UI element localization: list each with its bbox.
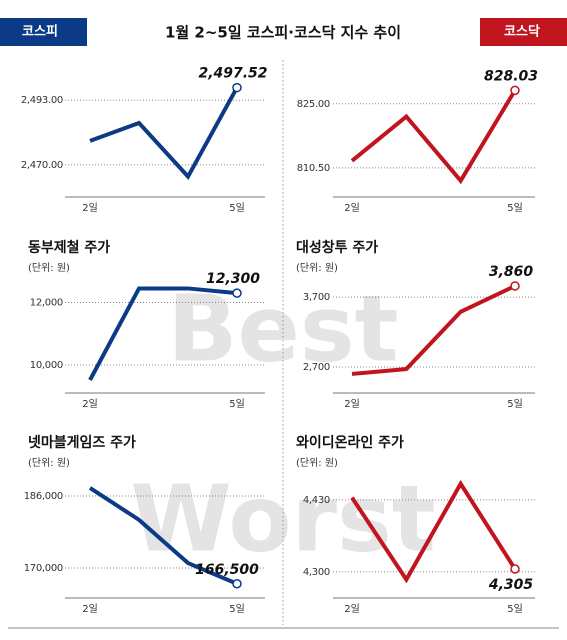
chart-title: 동부제철 주가	[28, 240, 110, 256]
y-tick-label: 4,430	[303, 495, 330, 506]
y-tick-label: 10,000	[30, 360, 63, 371]
line	[350, 479, 517, 584]
y-tick-label: 825.00	[297, 99, 330, 110]
x-tick-label: 5일	[229, 603, 245, 615]
point-marker	[510, 85, 520, 96]
value-label: 3,860	[489, 264, 534, 280]
point-marker	[232, 579, 242, 589]
x-tick-label: 2일	[82, 398, 98, 410]
value-label: 2,497.52	[198, 66, 267, 82]
chart-title: 넷마블게임즈 주가	[28, 434, 136, 451]
x-tick-label: 5일	[507, 398, 523, 410]
chart-subtitle: (단위: 원)	[28, 261, 70, 274]
index-tag-label: 코스닥	[504, 24, 540, 40]
y-tick-label: 12,000	[30, 298, 63, 309]
x-tick-label: 5일	[507, 603, 523, 615]
x-tick-label: 5일	[229, 398, 245, 410]
chart-subtitle: (단위: 원)	[296, 456, 338, 469]
x-tick-label: 2일	[344, 603, 360, 615]
value-label: 828.03	[484, 68, 538, 84]
y-tick-label: 3,700	[303, 292, 330, 303]
x-tick-label: 5일	[229, 202, 245, 214]
chart-subtitle: (단위: 원)	[296, 261, 338, 274]
chart-subtitle: (단위: 원)	[28, 456, 70, 469]
point-marker	[232, 288, 242, 298]
value-label: 12,300	[206, 271, 260, 287]
point-marker	[510, 564, 520, 574]
line	[89, 86, 239, 180]
x-tick-label: 2일	[344, 202, 360, 214]
line	[351, 284, 516, 376]
x-tick-label: 2일	[344, 398, 360, 410]
y-tick-label: 2,700	[303, 362, 330, 373]
y-tick-label: 2,470.00	[21, 160, 63, 171]
index-tag-label: 코스피	[22, 25, 58, 40]
line	[88, 486, 238, 586]
point-marker	[510, 281, 520, 291]
main-title: 1월 2~5일 코스피·코스닥 지수 추이	[165, 24, 401, 42]
line	[88, 286, 238, 381]
x-tick-label: 5일	[507, 202, 523, 214]
x-tick-label: 2일	[82, 603, 98, 615]
index-tag	[0, 18, 87, 46]
y-tick-label: 2,493.00	[21, 95, 63, 106]
value-label: 4,305	[488, 577, 534, 593]
value-label: 166,500	[195, 562, 259, 578]
y-tick-label: 4,300	[303, 567, 330, 578]
chart-title: 대성창투 주가	[296, 239, 378, 256]
y-tick-label: 170,000	[24, 563, 63, 574]
point-marker	[232, 82, 242, 93]
y-tick-label: 810.50	[297, 163, 330, 174]
line	[350, 89, 517, 185]
x-tick-label: 2일	[82, 202, 98, 214]
index-tag	[480, 18, 567, 46]
y-tick-label: 186,000	[24, 491, 63, 502]
chart-title: 와이디온라인 주가	[296, 434, 404, 451]
